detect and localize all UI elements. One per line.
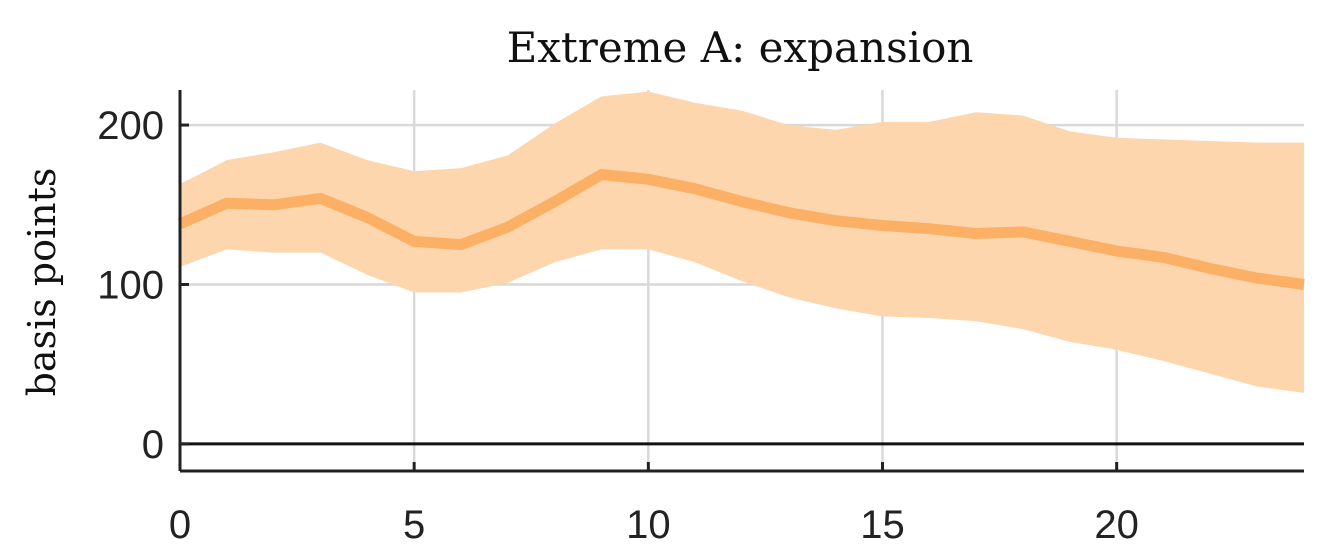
confidence-band <box>180 91 1304 393</box>
x-tick-label: 20 <box>1094 503 1139 547</box>
confidence-bands <box>180 91 1304 393</box>
y-tick-labels: 0 100 200 <box>97 104 164 467</box>
series-lines <box>177 169 1305 290</box>
chart-title: Extreme A: expansion <box>507 23 974 72</box>
x-tick-label: 0 <box>169 503 191 547</box>
x-tick-label: 10 <box>626 503 671 547</box>
y-tick-label: 0 <box>142 423 164 467</box>
axes <box>178 90 1304 473</box>
y-tick-label: 200 <box>97 104 164 148</box>
x-tick-label: 5 <box>403 503 425 547</box>
y-axis-label: basis points <box>20 168 64 397</box>
x-tick-labels: 0 5 10 15 20 <box>169 503 1139 547</box>
series-line <box>177 169 1305 290</box>
x-tick-label: 15 <box>860 503 905 547</box>
y-tick-label: 100 <box>97 263 164 307</box>
